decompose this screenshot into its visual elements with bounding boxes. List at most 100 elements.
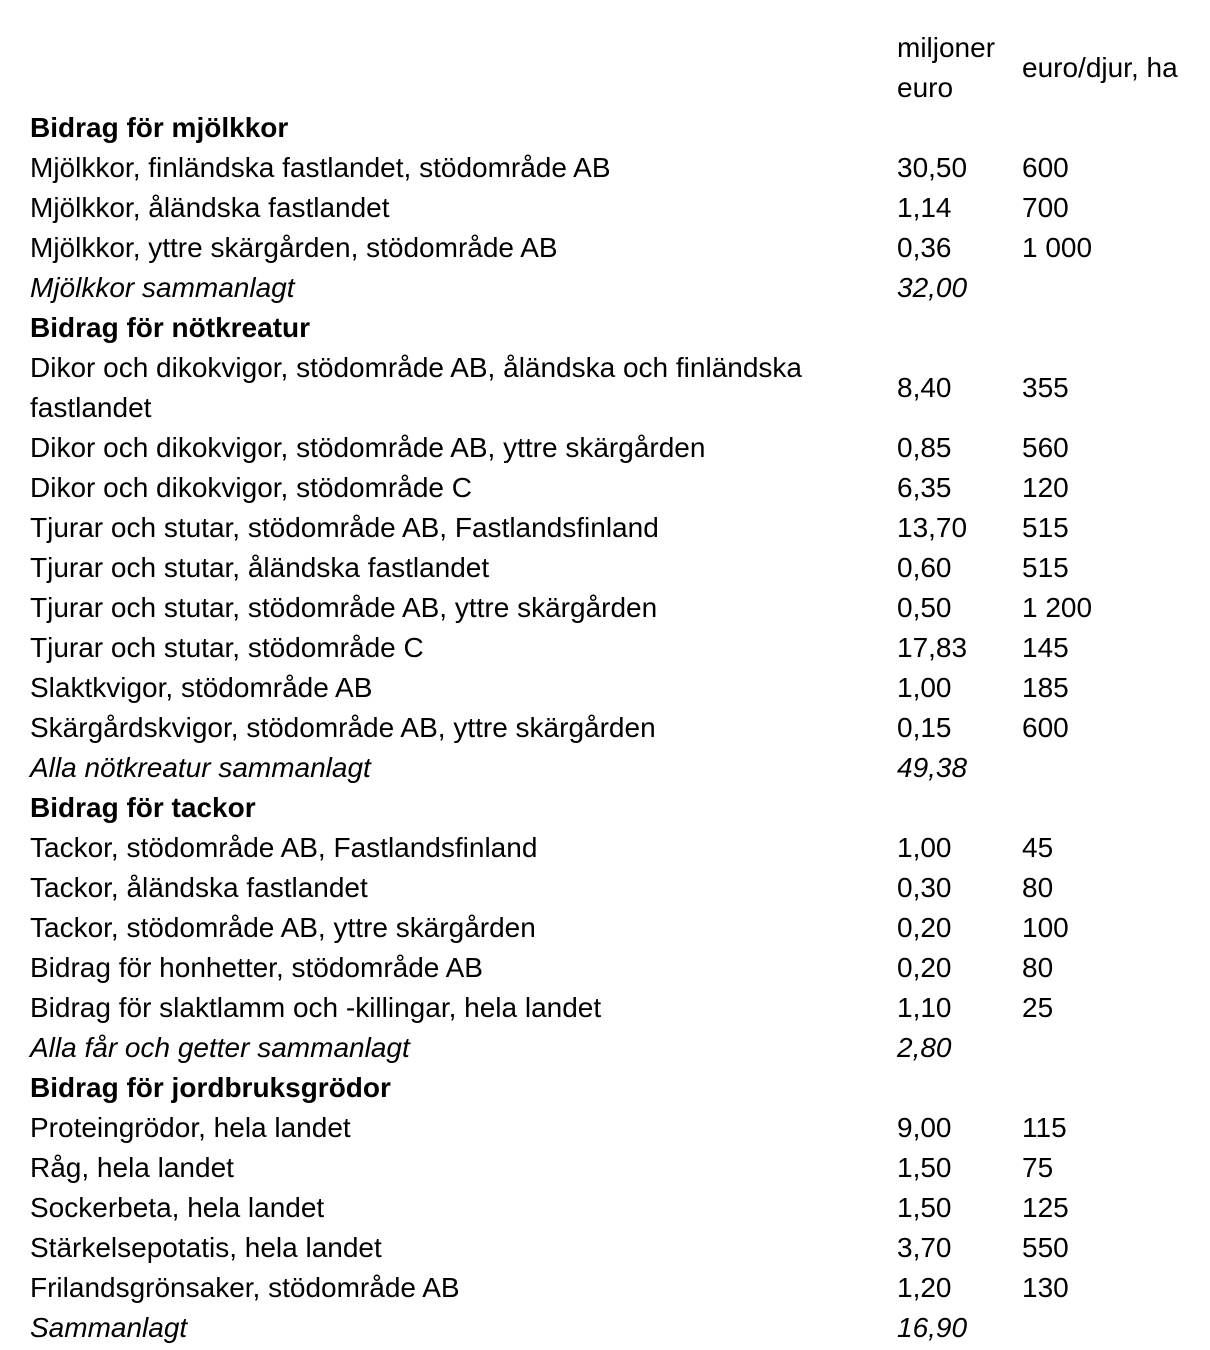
- cell-miljoner-euro: 0,15: [897, 712, 952, 743]
- row-label: Dikor och dikokvigor, stödområde C: [30, 472, 472, 503]
- table-row: Tackor, stödområde AB, Fastlandsfinland 1…: [30, 828, 1210, 868]
- row-label: Mjölkkor, yttre skärgården, stödområde A…: [30, 232, 558, 263]
- table-row: Tjurar och stutar, stödområde AB, Fastla…: [30, 508, 1210, 548]
- table-row: Proteingrödor, hela landet 9,00 115: [30, 1108, 1210, 1148]
- table-row: Sockerbeta, hela landet 1,50 125: [30, 1188, 1210, 1228]
- row-label: Tackor, stödområde AB, yttre skärgården: [30, 912, 536, 943]
- table-row: Tjurar och stutar, stödområde C 17,83 145: [30, 628, 1210, 668]
- cell-euro-djur-ha: 700: [1022, 192, 1069, 223]
- cell-miljoner-euro: 8,40: [897, 372, 952, 403]
- row-label: Bidrag för jordbruksgrödor: [30, 1072, 391, 1103]
- cell-euro-djur-ha: 1 200: [1022, 592, 1093, 623]
- cell-miljoner-euro: 6,35: [897, 472, 952, 503]
- table-row: Tjurar och stutar, åländska fastlandet 0,…: [30, 548, 1210, 588]
- cell-miljoner-euro: 1,14: [897, 192, 952, 223]
- row-label: Tjurar och stutar, stödområde AB, Fastla…: [30, 512, 659, 543]
- table-row: Mjölkkor, yttre skärgården, stödområde A…: [30, 228, 1210, 268]
- table-row: Bidrag för slaktlamm och -killingar, hel…: [30, 988, 1210, 1028]
- cell-euro-djur-ha: 125: [1022, 1192, 1069, 1223]
- row-label: Frilandsgrönsaker, stödområde AB: [30, 1272, 460, 1303]
- cell-miljoner-euro: 1,20: [897, 1272, 952, 1303]
- row-label: Bidrag för mjölkkor: [30, 112, 289, 143]
- row-label: Alla nötkreatur sammanlagt: [30, 752, 371, 783]
- row-label: Bidrag för nötkreatur: [30, 312, 311, 343]
- cell-miljoner-euro: 49,38: [897, 752, 968, 783]
- table-row: Mjölkkor, åländska fastlandet 1,14 700: [30, 188, 1210, 228]
- table-row: Stärkelsepotatis, hela landet 3,70 550: [30, 1228, 1210, 1268]
- cell-miljoner-euro: 0,85: [897, 432, 952, 463]
- row-label: Tackor, stödområde AB, Fastlandsfinland: [30, 832, 538, 863]
- cell-miljoner-euro: 30,50: [897, 152, 968, 183]
- row-label: Råg, hela landet: [30, 1152, 234, 1183]
- table-row: Slaktkvigor, stödområde AB 1,00 185: [30, 668, 1210, 708]
- row-label: Skärgårdskvigor, stödområde AB, yttre sk…: [30, 712, 656, 743]
- cell-euro-djur-ha: 115: [1022, 1112, 1067, 1143]
- cell-euro-djur-ha: 600: [1022, 152, 1069, 183]
- section-header-row: Bidrag för mjölkkor: [30, 108, 1210, 148]
- row-label: Tackor, åländska fastlandet: [30, 872, 368, 903]
- table-row: Dikor och dikokvigor, stödområde C 6,35 12…: [30, 468, 1210, 508]
- row-label: Mjölkkor sammanlagt: [30, 272, 295, 303]
- row-label: Bidrag för slaktlamm och -killingar, hel…: [30, 992, 602, 1023]
- table-row: Tackor, stödområde AB, yttre skärgården 0…: [30, 908, 1210, 948]
- row-label: Sammanlagt: [30, 1312, 188, 1343]
- cell-miljoner-euro: 1,50: [897, 1192, 952, 1223]
- cell-miljoner-euro: 13,70: [897, 512, 968, 543]
- cell-euro-djur-ha: 600: [1022, 712, 1069, 743]
- cell-miljoner-euro: 1,00: [897, 832, 952, 863]
- row-label: Bidrag för honhetter, stödområde AB: [30, 952, 483, 983]
- column-header-euro-djur-ha: euro/djur, ha: [1022, 52, 1178, 83]
- row-label: Dikor och dikokvigor, stödområde AB, ålä…: [30, 352, 802, 423]
- total-row: Alla nötkreatur sammanlagt 49,38: [30, 748, 1210, 788]
- total-row: Sammanlagt 16,90: [30, 1308, 1210, 1348]
- cell-miljoner-euro: 3,70: [897, 1232, 952, 1263]
- table-header-row: miljoner euro euro/djur, ha: [30, 28, 1210, 108]
- table-row: Tackor, åländska fastlandet 0,30 80: [30, 868, 1210, 908]
- cell-miljoner-euro: 0,30: [897, 872, 952, 903]
- cell-euro-djur-ha: 1 000: [1022, 232, 1093, 263]
- row-label: Bidrag för tackor: [30, 792, 256, 823]
- cell-euro-djur-ha: 75: [1022, 1152, 1054, 1183]
- cell-miljoner-euro: 17,83: [897, 632, 968, 663]
- cell-miljoner-euro: 0,20: [897, 912, 952, 943]
- cell-euro-djur-ha: 80: [1022, 952, 1054, 983]
- cell-miljoner-euro: 1,10: [897, 992, 952, 1023]
- row-label: Dikor och dikokvigor, stödområde AB, ytt…: [30, 432, 706, 463]
- cell-euro-djur-ha: 355: [1022, 372, 1069, 403]
- cell-miljoner-euro: 32,00: [897, 272, 968, 303]
- cell-euro-djur-ha: 515: [1022, 512, 1069, 543]
- total-row: Alla får och getter sammanlagt 2,80: [30, 1028, 1210, 1068]
- cell-miljoner-euro: 1,00: [897, 672, 952, 703]
- cell-euro-djur-ha: 560: [1022, 432, 1069, 463]
- cell-euro-djur-ha: 550: [1022, 1232, 1069, 1263]
- cell-euro-djur-ha: 515: [1022, 552, 1069, 583]
- table-row: Skärgårdskvigor, stödområde AB, yttre sk…: [30, 708, 1210, 748]
- section-header-row: Bidrag för tackor: [30, 788, 1210, 828]
- row-label: Proteingrödor, hela landet: [30, 1112, 351, 1143]
- section-header-row: Bidrag för nötkreatur: [30, 308, 1210, 348]
- cell-miljoner-euro: 1,50: [897, 1152, 952, 1183]
- table-row: Råg, hela landet 1,50 75: [30, 1148, 1210, 1188]
- row-label: Slaktkvigor, stödområde AB: [30, 672, 373, 703]
- cell-miljoner-euro: 0,20: [897, 952, 952, 983]
- table-row: Frilandsgrönsaker, stödområde AB 1,20 130: [30, 1268, 1210, 1308]
- row-label: Stärkelsepotatis, hela landet: [30, 1232, 382, 1263]
- column-header-miljoner-euro: miljoner euro: [897, 32, 996, 103]
- cell-miljoner-euro: 0,50: [897, 592, 952, 623]
- row-label: Tjurar och stutar, åländska fastlandet: [30, 552, 490, 583]
- table-row: Dikor och dikokvigor, stödområde AB, ytt…: [30, 428, 1210, 468]
- cell-euro-djur-ha: 100: [1022, 912, 1069, 943]
- row-label: Mjölkkor, finländska fastlandet, stödomr…: [30, 152, 611, 183]
- table-row: Bidrag för honhetter, stödområde AB 0,20 8…: [30, 948, 1210, 988]
- row-label: Tjurar och stutar, stödområde C: [30, 632, 424, 663]
- cell-euro-djur-ha: 185: [1022, 672, 1069, 703]
- table-body: Bidrag för mjölkkor Mjölkkor, finländska …: [30, 108, 1210, 1348]
- cell-miljoner-euro: 2,80: [897, 1032, 952, 1063]
- cell-miljoner-euro: 16,90: [897, 1312, 968, 1343]
- cell-euro-djur-ha: 120: [1022, 472, 1069, 503]
- cell-euro-djur-ha: 25: [1022, 992, 1054, 1023]
- cell-euro-djur-ha: 80: [1022, 872, 1054, 903]
- row-label: Sockerbeta, hela landet: [30, 1192, 325, 1223]
- row-label: Tjurar och stutar, stödområde AB, yttre …: [30, 592, 658, 623]
